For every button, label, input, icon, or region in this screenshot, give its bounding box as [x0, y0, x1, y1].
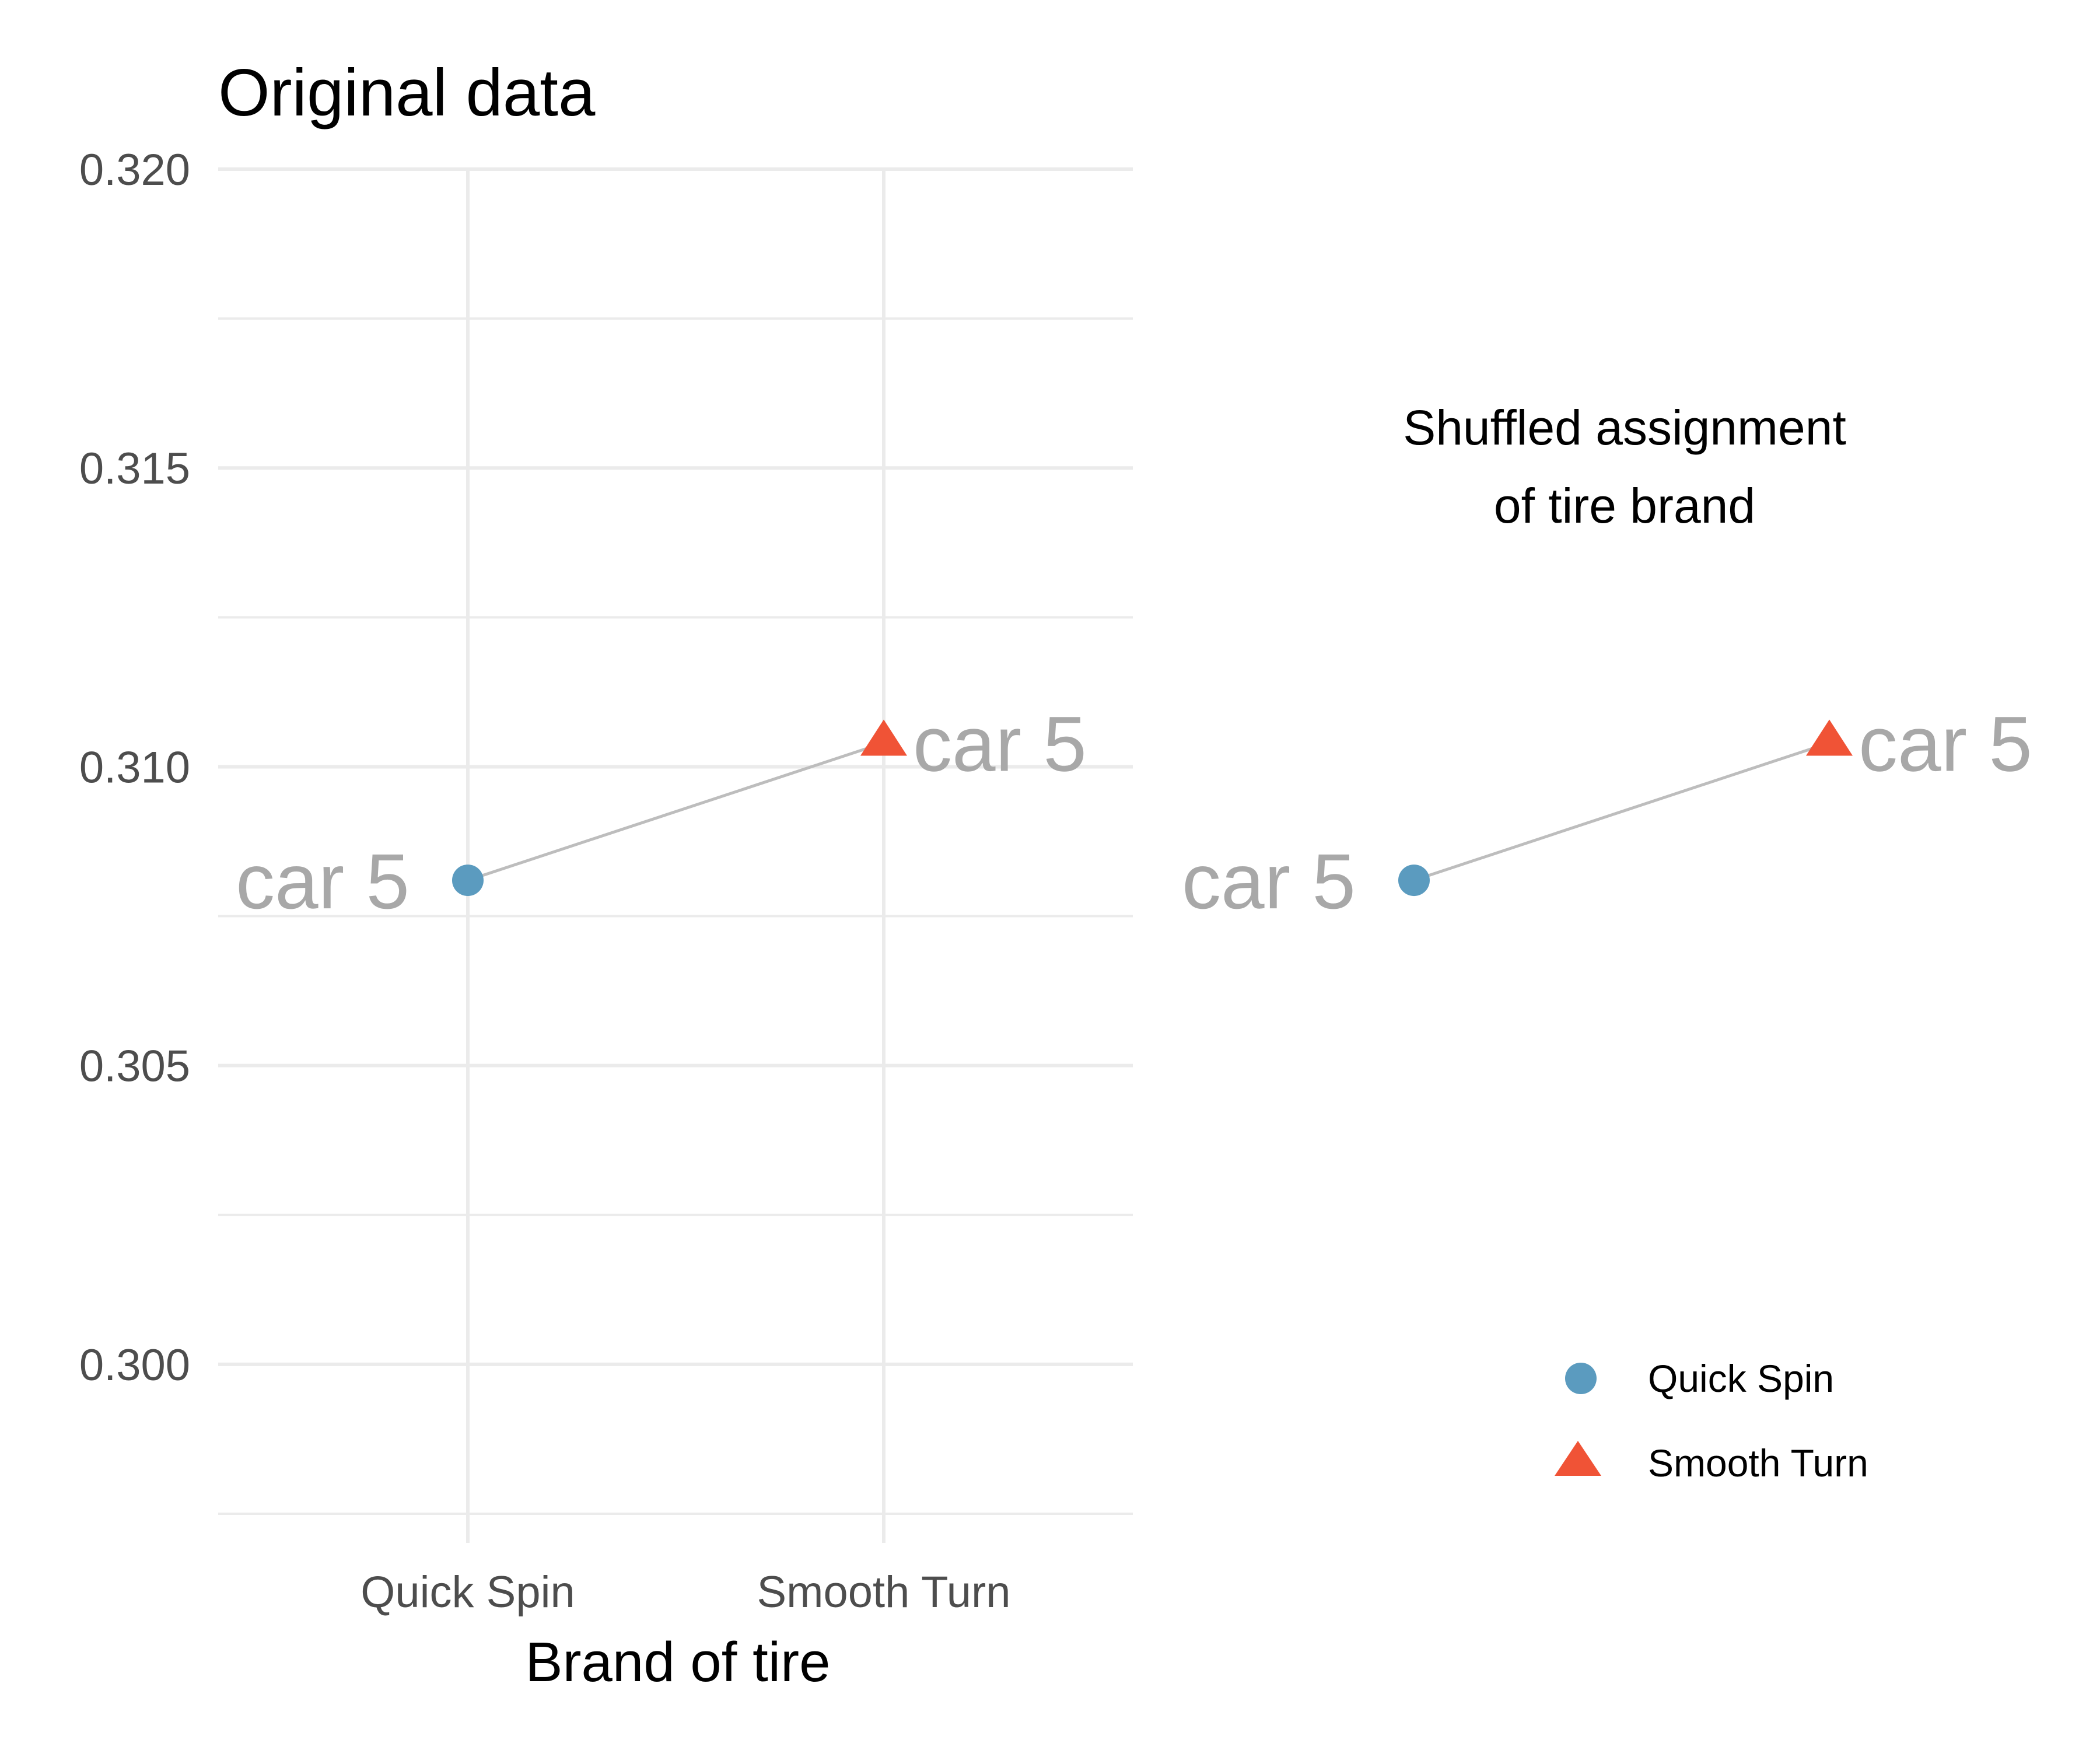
- point-label-quick-spin: car 5: [236, 838, 410, 925]
- y-tick-label: 0.305: [79, 1042, 190, 1091]
- legend-smooth-turn-label: Smooth Turn: [1648, 1441, 1868, 1485]
- shuffled-assignment-panel: Shuffled assignment of tire brand car 5c…: [1182, 400, 2032, 925]
- data-marks: car 5 car 5: [1182, 701, 2032, 925]
- pair-connector-line: [467, 741, 884, 882]
- x-tick-marks: [466, 1514, 886, 1543]
- chart-title: Original data: [218, 56, 596, 130]
- smooth-turn-point: [1806, 719, 1853, 756]
- shuffled-annotation-line-1: Shuffled assignment: [1403, 400, 1846, 455]
- legend-quick-spin-label: Quick Spin: [1648, 1357, 1834, 1400]
- shuffled-annotation-line-2: of tire brand: [1494, 478, 1755, 533]
- x-tick-label: Smooth Turn: [757, 1567, 1010, 1617]
- quick-spin-point: [452, 864, 484, 897]
- legend-quick-spin-marker: [1565, 1363, 1597, 1394]
- y-tick-label: 0.300: [79, 1340, 190, 1390]
- pair-connector-line: [1413, 741, 1830, 882]
- point-label-smooth-turn: car 5: [913, 701, 1087, 788]
- data-marks: car 5 car 5: [236, 701, 1087, 925]
- legend-smooth-turn-marker: [1555, 1441, 1601, 1476]
- y-tick-label: 0.310: [79, 743, 190, 792]
- y-tick-label: 0.315: [79, 444, 190, 494]
- point-label-smooth-turn: car 5: [1859, 701, 2032, 788]
- x-tick-label: Quick Spin: [360, 1567, 575, 1617]
- quick-spin-point: [1398, 864, 1430, 897]
- original-data-panel: 0.300 0.305 0.310 0.315 0.320 Quick Spin Smoo…: [79, 56, 1133, 1693]
- x-axis-title: Brand of tire: [526, 1631, 831, 1693]
- gridlines: [218, 167, 1133, 1515]
- point-label-quick-spin: car 5: [1182, 838, 1356, 925]
- smooth-turn-point: [860, 719, 907, 756]
- x-tick-labels: Quick Spin Smooth Turn: [360, 1567, 1010, 1617]
- y-tick-labels: 0.300 0.305 0.310 0.315 0.320: [79, 145, 190, 1390]
- legend: Quick Spin Smooth Turn: [1555, 1357, 1868, 1485]
- y-tick-label: 0.320: [79, 145, 190, 195]
